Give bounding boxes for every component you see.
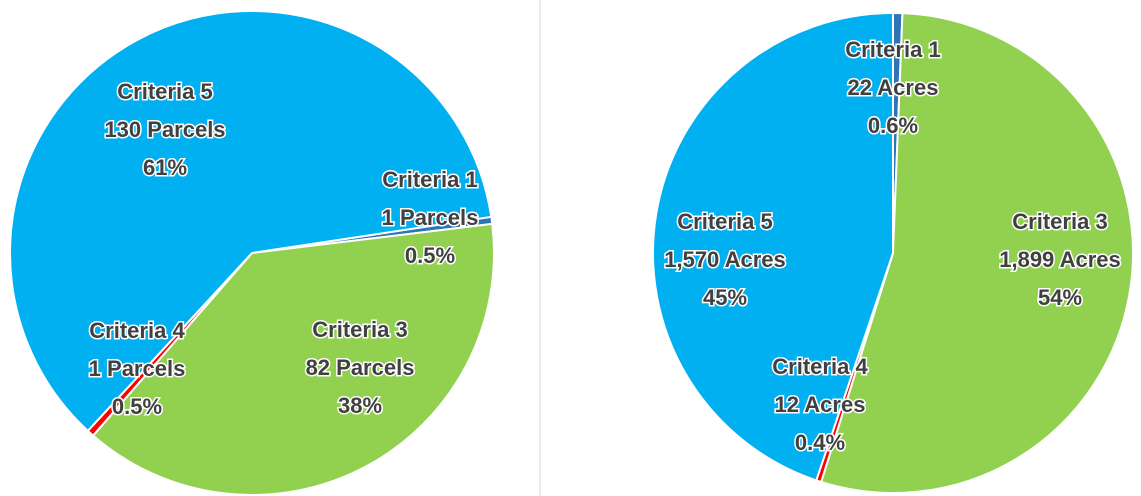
- slice-label-percent: 0.6%: [868, 113, 918, 138]
- slice-label-percent: 38%: [338, 393, 382, 418]
- slice-label-percent: 0.5%: [112, 394, 162, 419]
- slice-label-value: 22 Acres: [848, 75, 939, 100]
- pie-slice: [819, 12, 1134, 494]
- slice-label-value: 1,899 Acres: [999, 247, 1121, 272]
- slice-label-value: 1 Parcels: [89, 356, 186, 381]
- slice-label-name: Criteria 4: [89, 318, 185, 343]
- pie-slice: [652, 11, 894, 482]
- slice-label-name: Criteria 5: [677, 209, 772, 234]
- slice-label-name: Criteria 3: [1012, 209, 1107, 234]
- slice-label-value: 1,570 Acres: [664, 247, 786, 272]
- slice-label-name: Criteria 4: [772, 354, 868, 379]
- slice-label-value: 82 Parcels: [306, 355, 415, 380]
- pie-slice: [9, 10, 493, 433]
- slice-label-name: Criteria 3: [312, 317, 407, 342]
- slice-label-percent: 0.4%: [795, 430, 845, 455]
- slice-label-value: 12 Acres: [775, 392, 866, 417]
- slice-label-percent: 0.5%: [405, 243, 455, 268]
- slice-label-name: Criteria 1: [845, 37, 940, 62]
- pie-slice: [91, 222, 495, 496]
- slice-label-percent: 45%: [703, 285, 747, 310]
- slice-label-percent: 54%: [1038, 285, 1082, 310]
- slice-label-value: 1 Parcels: [382, 205, 479, 230]
- slice-label-name: Criteria 5: [117, 79, 212, 104]
- slice-label-name: Criteria 1: [382, 167, 477, 192]
- slice-label-percent: 61%: [143, 155, 187, 180]
- slice-label-value: 130 Parcels: [104, 117, 225, 142]
